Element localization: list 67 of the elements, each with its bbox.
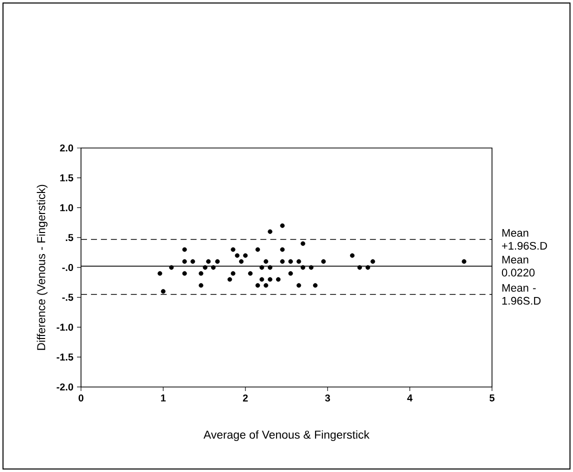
point (255, 283, 260, 288)
point (357, 265, 362, 270)
point (264, 259, 268, 264)
point (182, 271, 187, 276)
point (202, 265, 208, 270)
point (158, 271, 162, 276)
point (308, 265, 314, 270)
y-tick-label: -.0 (62, 264, 74, 272)
x-tick-label: 5 (490, 394, 494, 402)
point (234, 253, 240, 258)
ref-line-label: Mean 0.0220 (502, 256, 535, 276)
point (260, 277, 264, 282)
point (296, 259, 302, 264)
point (230, 247, 236, 252)
point (260, 265, 264, 270)
point (190, 259, 196, 264)
point (198, 271, 204, 276)
point (280, 247, 285, 252)
point (288, 271, 293, 276)
point (264, 283, 268, 288)
x-tick-label: 3 (325, 394, 330, 402)
point (243, 253, 248, 258)
point (206, 259, 211, 264)
point (280, 259, 285, 264)
point (248, 271, 253, 276)
y-tick-label: 2.0 (60, 144, 74, 152)
point (288, 259, 293, 264)
y-tick-label: -2.0 (56, 383, 74, 391)
point (182, 259, 187, 264)
point (182, 247, 187, 252)
point (296, 283, 302, 288)
point (312, 283, 318, 288)
point (268, 265, 272, 270)
point (227, 277, 232, 282)
y-tick-label: -1.5 (56, 354, 74, 361)
y-tick-label: 1.5 (60, 174, 74, 182)
point (239, 259, 244, 264)
y-axis-title: Difference (Venous - Fingerstick) (36, 184, 48, 350)
ref-line-label: Mean +1.96S.D (502, 229, 547, 250)
y-tick-label: 1.0 (60, 204, 74, 212)
point (198, 283, 204, 288)
y-tick-label: -1.0 (56, 324, 74, 331)
point (300, 265, 306, 270)
y-tick-label: .5 (66, 234, 74, 242)
point (169, 265, 174, 270)
point (350, 253, 355, 258)
y-tick-label: -.5 (62, 294, 74, 301)
point (300, 241, 306, 246)
point (268, 229, 272, 234)
point (280, 223, 285, 228)
x-tick-label: 4 (407, 394, 413, 402)
point (211, 265, 216, 270)
ref-line-label: Mean -1.96S.D (502, 284, 541, 305)
point (370, 259, 376, 264)
point (255, 247, 260, 252)
point (215, 259, 220, 264)
x-tick-label: 1 (161, 394, 166, 402)
x-tick-label: 0 (78, 394, 84, 402)
x-axis-title: Average of Venous & Fingerstick (204, 430, 370, 441)
point (276, 277, 281, 282)
point (321, 259, 326, 264)
x-tick-label: 2 (242, 394, 248, 402)
point (268, 277, 272, 282)
point (462, 259, 466, 264)
point (366, 265, 370, 270)
point (230, 271, 236, 276)
point (160, 289, 166, 294)
